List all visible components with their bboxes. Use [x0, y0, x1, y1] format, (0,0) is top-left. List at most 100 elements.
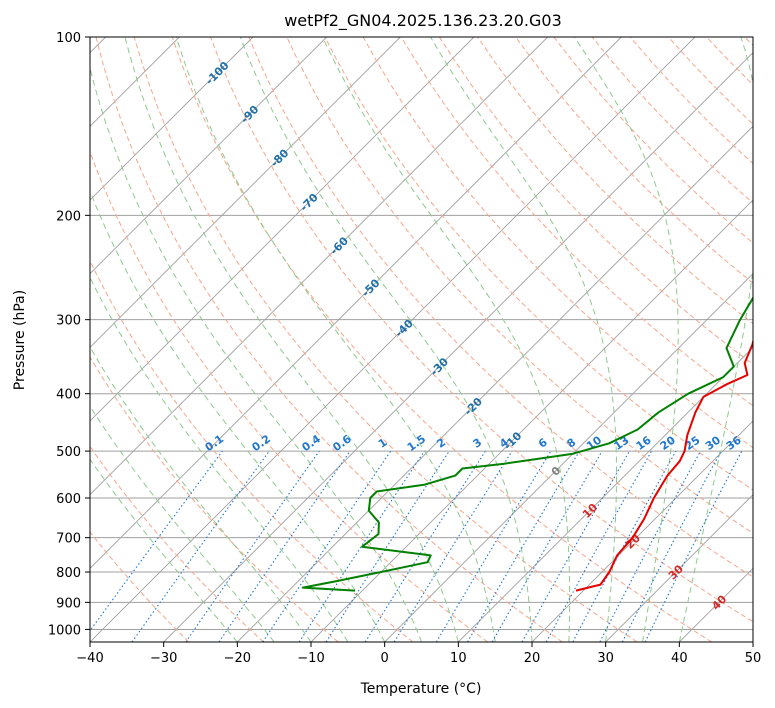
x-tick-label: 10	[450, 651, 467, 666]
mixing-ratio-line	[298, 450, 425, 642]
isotherm-line	[163, 52, 753, 642]
dry-adiabat-line	[248, 37, 753, 578]
isotherm-label: -30	[428, 355, 451, 378]
x-tick-label: −40	[76, 651, 103, 666]
isotherm-line	[679, 567, 753, 642]
isotherm-label: 10	[580, 501, 600, 521]
isotherm-line	[90, 37, 254, 201]
mixing-ratio-line	[325, 450, 450, 642]
mixing-ratio-line	[393, 450, 513, 642]
isotherm-label: 20	[623, 531, 643, 551]
mixing-ratio-line	[185, 450, 320, 642]
mixing-ratio-line	[90, 450, 223, 632]
isotherm-label: -100	[203, 59, 232, 88]
isotherm-line	[384, 273, 753, 642]
x-tick-label: 30	[597, 651, 614, 666]
dry-adiabat-line	[400, 37, 753, 407]
moist-adiabat-line	[90, 65, 422, 642]
isotherm-label: -20	[462, 395, 485, 418]
isotherm-label: 40	[709, 592, 729, 612]
dry-adiabat-line	[90, 150, 488, 642]
y-tick-label: 700	[56, 532, 81, 547]
temperature-profile-line	[575, 338, 753, 592]
x-tick-label: 20	[524, 651, 541, 666]
isotherm-line	[531, 420, 753, 642]
moist-adiabat-line	[90, 405, 275, 642]
mixing-ratio-line	[131, 450, 270, 642]
mixing-ratio-label: 30	[703, 433, 723, 453]
isotherm-line	[458, 346, 753, 642]
mixing-ratio-label: 20	[658, 433, 678, 453]
mixing-ratio-line	[467, 450, 580, 642]
dry-adiabat-line	[90, 259, 414, 642]
y-tick-label: 200	[56, 209, 81, 224]
dry-adiabat-line	[90, 531, 190, 642]
y-axis: 100 200 300 400 500 600 700 800 900 1000	[48, 31, 90, 638]
mixing-ratio-label: 36	[724, 433, 744, 453]
isotherm-label: 0	[549, 464, 564, 479]
x-tick-label: 0	[381, 651, 389, 666]
dry-adiabat-line	[133, 37, 638, 642]
isotherm-line	[90, 37, 401, 348]
isotherm-line	[90, 37, 475, 422]
dry-adiabat-line	[515, 37, 753, 284]
isotherm-line	[237, 125, 753, 642]
y-tick-label: 600	[56, 492, 81, 507]
mixing-ratio-label: 6	[536, 436, 550, 451]
chart-title: wetPf2_GN04.2025.136.23.20.G03	[284, 11, 562, 31]
dry-adiabat-line	[171, 37, 712, 642]
x-tick-label: −30	[150, 651, 177, 666]
moist-adiabat-line	[124, 37, 459, 642]
dry-adiabat-line	[744, 37, 753, 47]
mixing-ratio-label: 1	[376, 436, 390, 451]
mixing-ratio-line	[599, 450, 701, 642]
x-axis-title: Temperature (°C)	[360, 681, 482, 697]
mixing-ratio-line	[521, 450, 630, 642]
isotherm-line	[752, 641, 753, 642]
isotherm-label: -70	[298, 191, 321, 214]
mixing-ratio-label: 3	[471, 436, 485, 451]
isotherm-label: -60	[328, 234, 351, 257]
dewpoint-profile-line	[301, 296, 753, 592]
mixing-ratio-line	[545, 450, 653, 642]
dry-adiabat-line	[324, 37, 753, 491]
moist-adiabat-line	[239, 37, 533, 642]
moist-adiabat-line	[678, 37, 753, 642]
x-tick-label: −20	[224, 651, 251, 666]
dry-adiabat-line	[668, 37, 753, 125]
mixing-ratio-label: 8	[565, 436, 579, 451]
isotherm-label: -90	[238, 103, 261, 126]
dry-adiabat-line	[95, 37, 563, 642]
plot-frame	[89, 36, 754, 643]
dry-adiabat-line	[90, 356, 339, 642]
y-tick-label: 900	[56, 596, 81, 611]
y-tick-label: 300	[56, 314, 81, 329]
dry-adiabat-line	[210, 37, 753, 623]
x-tick-label: 40	[671, 651, 688, 666]
isotherm-line	[605, 494, 753, 642]
mixing-ratio-label: 2	[434, 436, 448, 451]
mixing-ratio-line	[262, 450, 392, 642]
isotherm-label: 30	[666, 562, 686, 582]
isotherm-line	[90, 37, 327, 275]
moist-adiabat-line	[322, 37, 571, 642]
x-tick-label: −10	[297, 651, 324, 666]
dry-adiabat-line	[553, 37, 753, 244]
y-tick-label: 1000	[48, 623, 81, 638]
isotherm-line	[310, 199, 753, 642]
mixing-ratio-line	[218, 450, 351, 642]
moist-adiabat-line	[90, 276, 349, 642]
mixing-ratio-line	[644, 450, 743, 642]
moist-adiabat-line	[90, 458, 238, 642]
y-tick-label: 100	[56, 31, 81, 46]
moist-adiabat-line	[175, 37, 496, 642]
isotherm-line	[90, 37, 622, 569]
y-axis-title: Pressure (hPa)	[12, 290, 28, 390]
y-tick-label: 500	[56, 445, 81, 460]
isotherm-line	[90, 37, 548, 496]
moist-adiabat-line	[430, 37, 617, 642]
moist-adiabat-line	[90, 189, 386, 642]
moist-adiabat-line	[574, 37, 679, 642]
y-tick-label: 800	[56, 566, 81, 581]
